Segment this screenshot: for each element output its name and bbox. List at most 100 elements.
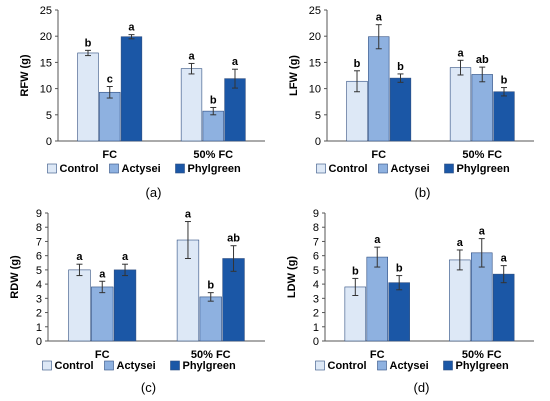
- panel-d-legend-label: Control: [328, 360, 367, 372]
- panel-b-y-tick-label: 20: [309, 31, 321, 43]
- panel-c-y-tick-label: 0: [36, 336, 42, 348]
- panel-d-y-tick-label: 5: [313, 265, 319, 277]
- panel-c-legend-swatch-phylgreen: [170, 360, 180, 371]
- panel-c-legend-swatch-actysei: [104, 360, 114, 371]
- panel-d-legend-swatch-phylgreen: [443, 360, 453, 371]
- panel-d-bar-control: [449, 259, 471, 342]
- panel-a-legend-swatch-control: [47, 163, 57, 174]
- panel-d-y-tick-label: 0: [313, 336, 319, 348]
- panel-b-category-label: FC: [371, 149, 386, 161]
- panel-b-y-tick-label: 15: [309, 57, 321, 69]
- panel-c-y-tick-label: 8: [36, 222, 42, 234]
- panel-b-legend-label: Control: [329, 163, 368, 175]
- panel-a-bar-phylgreen: [120, 36, 143, 142]
- panel-b-significance-letter: b: [354, 58, 361, 70]
- panel-c-legend-swatch-control: [42, 360, 52, 371]
- panel-a-bar-control: [77, 52, 99, 142]
- panel-c-significance-letter: a: [99, 268, 106, 280]
- panel-a-bar-actysei: [99, 91, 121, 142]
- panel-d-y-tick-label: 4: [313, 279, 319, 291]
- panel-a-legend-label: Phylgreen: [188, 163, 241, 175]
- panel-a-significance-letter: b: [210, 94, 217, 106]
- panel-c-y-tick-label: 5: [36, 265, 42, 277]
- panel-c-significance-letter: a: [76, 251, 83, 263]
- panel-a-category-label: 50% FC: [193, 149, 233, 161]
- panel-b-legend-swatch-control: [316, 163, 326, 174]
- panel-c-bar-control: [68, 269, 91, 342]
- panel-c-category-label: FC: [95, 349, 110, 361]
- panel-c-y-tick-label: 3: [36, 293, 42, 305]
- panel-b-y-tick-label: 10: [309, 84, 321, 96]
- panel-a-panel-label: (a): [146, 185, 162, 200]
- panel-c-legend-label: Control: [55, 360, 94, 372]
- panel-b-category-label: 50% FC: [462, 149, 502, 161]
- panel-b-legend-swatch-phylgreen: [444, 163, 454, 174]
- panel-d-y-tick-label: 7: [313, 236, 319, 248]
- panel-a-significance-letter: a: [128, 22, 135, 34]
- panel-b-bar-control: [449, 67, 472, 142]
- panel-a-significance-letter: a: [188, 50, 195, 62]
- panel-c-y-tick-label: 4: [36, 279, 42, 291]
- panel-d-category-label: FC: [370, 349, 385, 361]
- panel-d-bar-phylgreen: [388, 282, 410, 342]
- panel-d-y-tick-label: 9: [313, 208, 319, 220]
- panel-c-category-label: 50% FC: [191, 349, 231, 361]
- panel-c-bar-actysei: [199, 296, 222, 342]
- panel-c-y-axis-title: RDW (g): [9, 255, 21, 299]
- panel-c-legend-label: Actysei: [117, 360, 156, 372]
- panel-c-panel-label: (c): [141, 380, 156, 395]
- panel-d-y-tick-label: 8: [313, 222, 319, 234]
- panel-c-y-tick-label: 6: [36, 251, 42, 263]
- panel-b-significance-letter: ab: [476, 54, 489, 66]
- panel-d-y-tick-label: 3: [313, 293, 319, 305]
- panel-d-legend-label: Phylgreen: [456, 360, 509, 372]
- panel-c-significance-letter: ab: [227, 233, 240, 245]
- panel-a-significance-letter: c: [107, 74, 113, 86]
- panel-b-significance-letter: b: [501, 75, 508, 87]
- panel-d-category-label: 50% FC: [462, 349, 502, 361]
- panel-d-bar-actysei: [366, 256, 388, 342]
- panel-a-legend-swatch-actysei: [109, 163, 119, 174]
- panel-a-y-tick-label: 20: [40, 31, 52, 43]
- panel-a-y-tick-label: 0: [46, 136, 52, 148]
- panel-d-legend-swatch-control: [315, 360, 325, 371]
- panel-c-y-tick-label: 2: [36, 308, 42, 320]
- panel-a-category-label: FC: [102, 149, 117, 161]
- panel-b-y-tick-label: 5: [315, 110, 321, 122]
- panel-d-legend-swatch-actysei: [377, 360, 387, 371]
- panel-c-bar-actysei: [91, 286, 114, 342]
- panel-b-significance-letter: b: [397, 61, 404, 73]
- panel-a-bar-control: [180, 68, 203, 142]
- panel-a-legend-label: Control: [60, 163, 99, 175]
- panel-d-y-tick-label: 1: [313, 322, 319, 334]
- panel-b-legend-label: Actysei: [391, 163, 430, 175]
- panel-d-y-axis-title: LDW (g): [286, 256, 298, 298]
- panel-a-bar-actysei: [202, 110, 224, 142]
- panel-d-panel-label: (d): [414, 380, 430, 395]
- panel-d-significance-letter: b: [352, 265, 359, 277]
- panel-d-significance-letter: a: [374, 234, 381, 246]
- panel-a-y-axis-title: RFW (g): [19, 54, 31, 96]
- panel-a-y-tick-label: 15: [40, 57, 52, 69]
- panel-c-significance-letter: a: [122, 251, 129, 263]
- panel-d-significance-letter: a: [457, 237, 464, 249]
- panel-c-significance-letter: a: [185, 209, 192, 221]
- panel-a-y-tick-label: 10: [40, 84, 52, 96]
- panel-b-panel-label: (b): [415, 185, 431, 200]
- panel-b-y-axis-title: LFW (g): [288, 55, 300, 96]
- panel-b-y-tick-label: 0: [315, 136, 321, 148]
- panel-d-significance-letter: a: [479, 226, 486, 238]
- panel-b-significance-letter: a: [457, 47, 464, 59]
- panel-b-legend-label: Phylgreen: [457, 163, 510, 175]
- panel-d-bar-phylgreen: [492, 273, 515, 342]
- panel-d-legend-label: Actysei: [390, 360, 429, 372]
- panel-b-legend-swatch-actysei: [378, 163, 388, 174]
- panel-d-significance-letter: b: [396, 263, 403, 275]
- panel-c-y-tick-label: 7: [36, 236, 42, 248]
- panel-c-significance-letter: b: [207, 280, 214, 292]
- panel-c-legend-label: Phylgreen: [183, 360, 236, 372]
- panel-a-y-tick-label: 5: [46, 110, 52, 122]
- panel-b-bar-phylgreen: [389, 77, 412, 142]
- panel-b-bar-actysei: [368, 36, 390, 142]
